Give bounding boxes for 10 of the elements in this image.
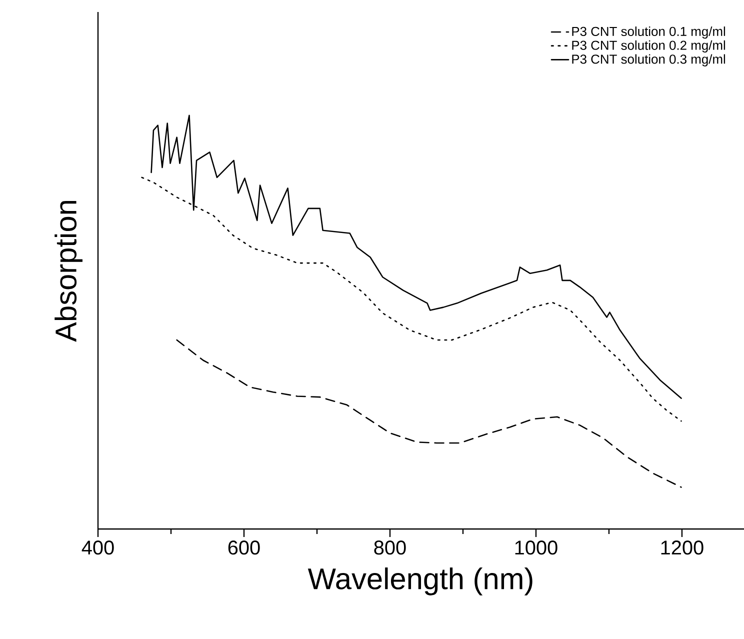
x-tick-label: 800 xyxy=(374,540,406,555)
y-axis-title: Absorption xyxy=(54,201,82,342)
legend-label: P3 CNT solution 0.2 mg/ml xyxy=(572,40,726,52)
legend-label: P3 CNT solution 0.3 mg/ml xyxy=(572,54,726,66)
x-tick-label: 600 xyxy=(228,540,260,555)
x-tick-label: 1200 xyxy=(661,540,704,555)
legend-label: P3 CNT solution 0.1 mg/ml xyxy=(572,26,726,39)
x-tick-label: 400 xyxy=(82,540,114,555)
x-tick-label: 1000 xyxy=(515,540,558,555)
x-axis-title: Wavelength (nm) xyxy=(308,567,532,596)
